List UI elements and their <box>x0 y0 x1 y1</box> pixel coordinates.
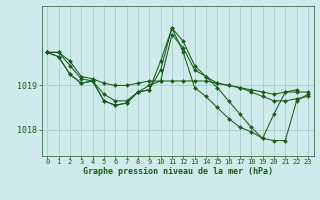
X-axis label: Graphe pression niveau de la mer (hPa): Graphe pression niveau de la mer (hPa) <box>83 167 273 176</box>
